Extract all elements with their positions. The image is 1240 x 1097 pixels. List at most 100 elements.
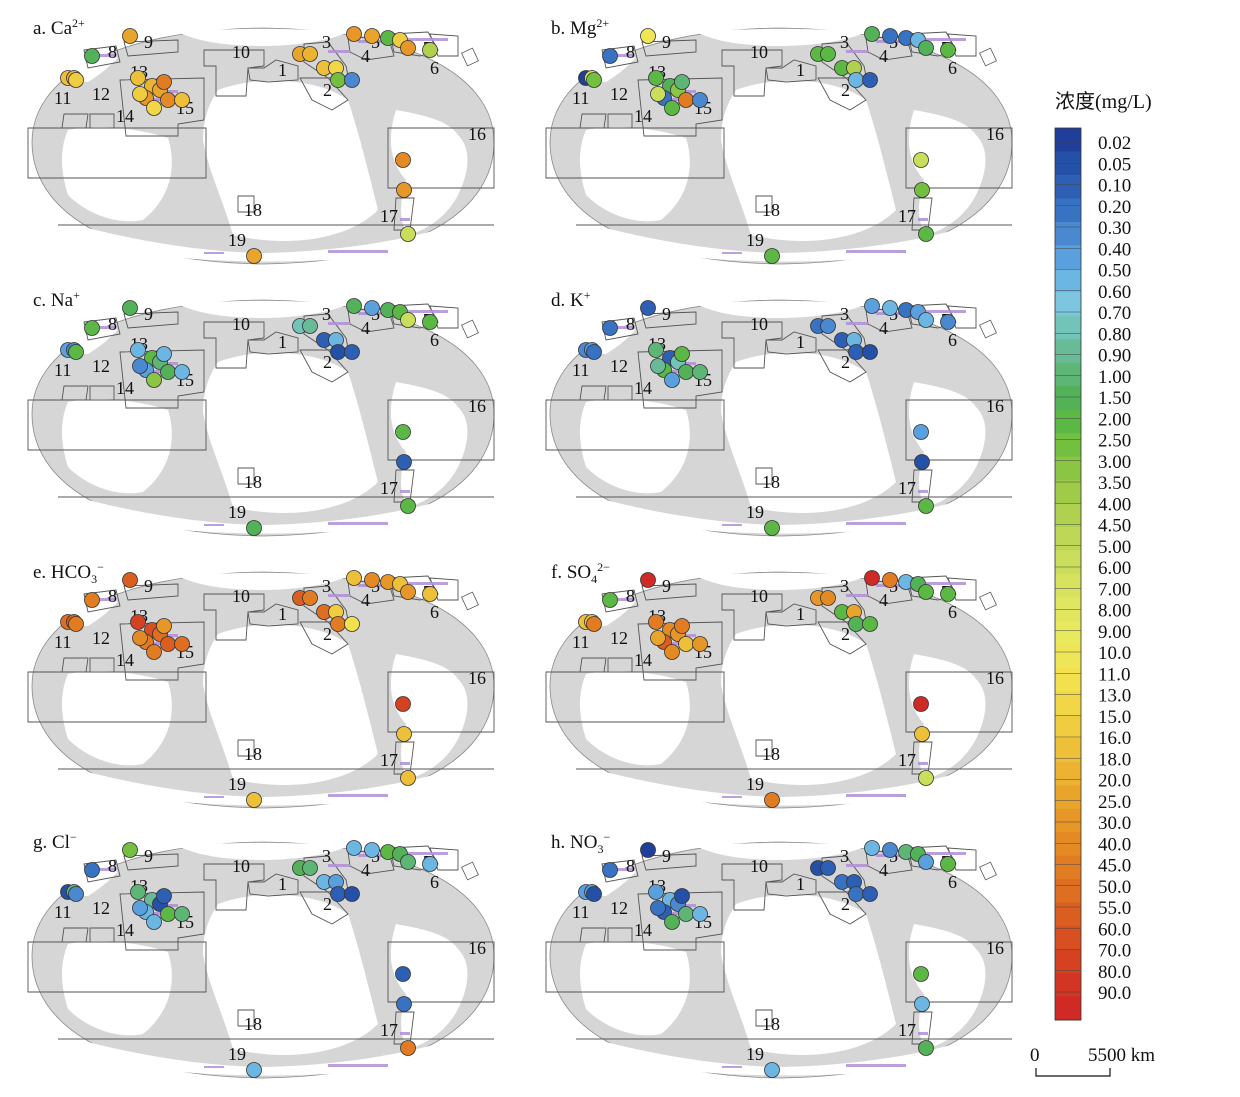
region-number: 9 [144, 576, 153, 596]
sample-site-marker [156, 888, 172, 904]
sample-site-marker [174, 92, 190, 108]
sample-site-marker [650, 900, 666, 916]
sample-site-marker [674, 74, 690, 90]
region-number: 8 [626, 42, 635, 62]
region-number: 4 [879, 46, 888, 66]
sample-site-marker [848, 886, 864, 902]
sample-site-marker [648, 884, 664, 900]
sample-site-marker [174, 364, 190, 380]
legend-tick-label: 60.0 [1098, 919, 1131, 940]
region-number: 11 [54, 360, 71, 380]
sample-site-marker [346, 298, 362, 314]
sample-site-marker [400, 312, 416, 328]
sample-site-marker [344, 616, 360, 632]
sample-site-marker [246, 792, 262, 808]
sample-site-marker [848, 616, 864, 632]
legend-tick-label: 30.0 [1098, 813, 1131, 834]
region-number: 10 [750, 586, 768, 606]
sample-site-marker [400, 854, 416, 870]
sample-site-marker [640, 842, 656, 858]
sample-site-marker [586, 72, 602, 88]
sample-site-marker [422, 586, 438, 602]
colorbar-segment [1055, 808, 1081, 833]
scale-bar: 0 5500 km [1030, 1045, 1155, 1077]
region-number: 18 [244, 1014, 262, 1034]
region-number: 17 [898, 478, 916, 498]
sample-site-marker [130, 614, 146, 630]
region-number: 1 [796, 60, 805, 80]
sample-site-marker [918, 40, 934, 56]
sample-site-marker [664, 100, 680, 116]
sample-site-marker [395, 424, 411, 440]
scale-end-label: 5500 km [1088, 1045, 1155, 1066]
region-number: 18 [244, 744, 262, 764]
region-number: 12 [610, 84, 628, 104]
region-number: 4 [361, 318, 370, 338]
colorbar-segment [1055, 433, 1081, 458]
sample-site-marker [602, 862, 618, 878]
colorbar-segment [1055, 174, 1081, 199]
region-number: 19 [746, 774, 764, 794]
colorbar-segment [1055, 714, 1081, 739]
region-number: 8 [626, 314, 635, 334]
world-map [545, 299, 1013, 537]
sample-site-marker [160, 92, 176, 108]
sample-site-marker [678, 906, 694, 922]
sample-site-marker [346, 840, 362, 856]
sample-site-marker [156, 74, 172, 90]
region-number: 11 [54, 632, 71, 652]
colorbar-segment [1055, 691, 1081, 716]
legend-tick-label: 1.50 [1098, 388, 1131, 409]
colorbar-segment [1055, 761, 1081, 786]
region-number: 18 [244, 200, 262, 220]
region-number: 12 [92, 628, 110, 648]
region-number: 19 [746, 502, 764, 522]
sample-site-marker [422, 856, 438, 872]
sample-site-marker [602, 592, 618, 608]
region-number: 16 [986, 124, 1004, 144]
sample-site-marker [84, 592, 100, 608]
region-number: 18 [762, 200, 780, 220]
sample-site-marker [648, 342, 664, 358]
region-number: 14 [634, 106, 652, 126]
sample-site-marker [400, 770, 416, 786]
region-number: 8 [108, 856, 117, 876]
region-number: 8 [626, 856, 635, 876]
sample-site-marker [692, 636, 708, 652]
colorbar-segment [1055, 550, 1081, 575]
region-number: 9 [144, 304, 153, 324]
sample-site-marker [640, 28, 656, 44]
region-number: 1 [796, 332, 805, 352]
region-number: 11 [572, 632, 589, 652]
region-number: 6 [948, 58, 957, 78]
legend-tick-label: 0.30 [1098, 218, 1131, 239]
region-number: 19 [746, 1044, 764, 1064]
sample-site-marker [586, 344, 602, 360]
sample-site-marker [918, 1040, 934, 1056]
sample-site-marker [664, 372, 680, 388]
region-number: 16 [986, 668, 1004, 688]
sample-site-marker [396, 996, 412, 1012]
panel-label-f: f. SO42− [551, 560, 610, 586]
sample-site-marker [160, 636, 176, 652]
sample-site-marker [302, 46, 318, 62]
region-number: 18 [762, 472, 780, 492]
region-number: 3 [322, 32, 331, 52]
region-number: 3 [322, 304, 331, 324]
panel-label-b: b. Mg2+ [551, 16, 609, 39]
sample-site-marker [330, 616, 346, 632]
sample-site-marker [820, 46, 836, 62]
region-number: 10 [232, 314, 250, 334]
sample-site-marker [602, 320, 618, 336]
colorbar-segment [1055, 667, 1081, 692]
sample-site-marker [330, 72, 346, 88]
sample-site-marker [396, 182, 412, 198]
region-number: 2 [841, 624, 850, 644]
sample-site-marker [862, 344, 878, 360]
sample-site-marker [130, 342, 146, 358]
region-number: 1 [796, 874, 805, 894]
map-panel-a: 12345678910111213141516171819a. Ca2+ [27, 16, 495, 265]
colorbar-segment [1055, 785, 1081, 810]
sample-site-marker [68, 886, 84, 902]
